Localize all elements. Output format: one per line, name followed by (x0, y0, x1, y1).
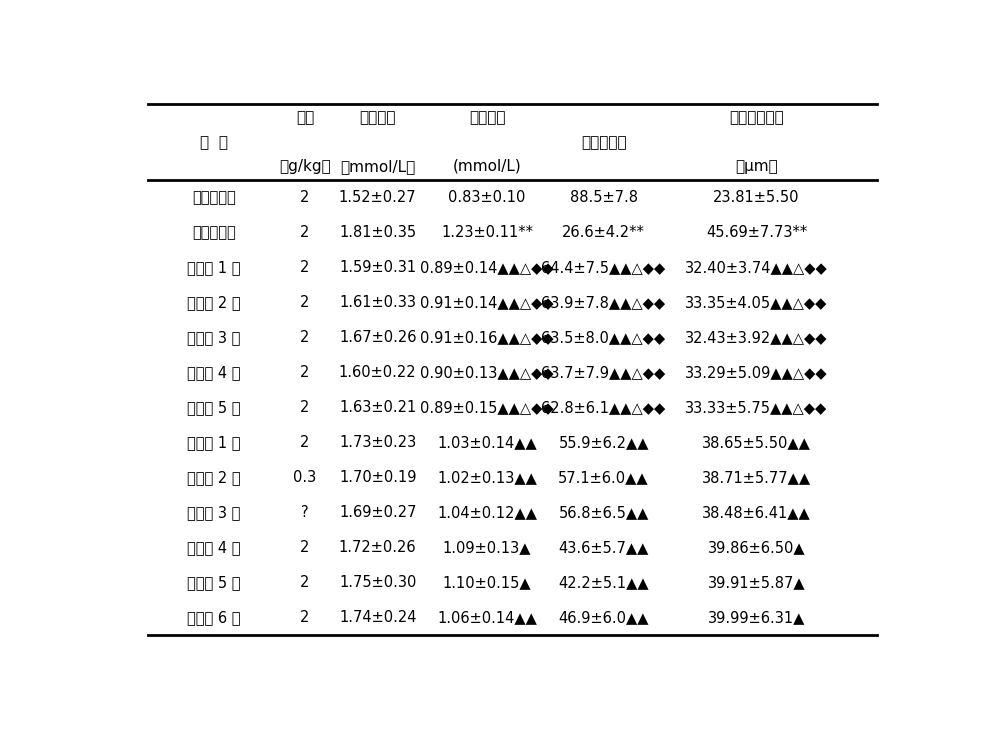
Text: 2: 2 (300, 574, 310, 590)
Text: 对比例 3 组: 对比例 3 组 (187, 505, 241, 520)
Text: 剂量: 剂量 (296, 111, 314, 125)
Text: 1.74±0.24: 1.74±0.24 (339, 609, 416, 625)
Text: 64.4±7.5▲▲△◆◆: 64.4±7.5▲▲△◆◆ (541, 260, 666, 275)
Text: 39.91±5.87▲: 39.91±5.87▲ (708, 574, 805, 590)
Text: 38.65±5.50▲▲: 38.65±5.50▲▲ (702, 435, 811, 450)
Text: 2: 2 (300, 225, 310, 240)
Text: 2: 2 (300, 540, 310, 555)
Text: 46.9±6.0▲▲: 46.9±6.0▲▲ (558, 609, 649, 625)
Text: 对比例 4 组: 对比例 4 组 (187, 540, 241, 555)
Text: 2: 2 (300, 365, 310, 380)
Text: 对比例 1 组: 对比例 1 组 (187, 435, 241, 450)
Text: 38.71±5.77▲▲: 38.71±5.77▲▲ (702, 470, 811, 485)
Text: 1.67±0.26: 1.67±0.26 (339, 330, 416, 345)
Text: （μm）: （μm） (735, 159, 778, 174)
Text: 1.63±0.21: 1.63±0.21 (339, 400, 416, 415)
Text: 1.02±0.13▲▲: 1.02±0.13▲▲ (437, 470, 537, 485)
Text: 实施例 5 组: 实施例 5 组 (187, 400, 241, 415)
Text: 脂肪细胞数: 脂肪细胞数 (581, 135, 626, 149)
Text: 0.89±0.14▲▲△◆◆: 0.89±0.14▲▲△◆◆ (420, 260, 554, 275)
Text: 63.9±7.8▲▲△◆◆: 63.9±7.8▲▲△◆◆ (542, 295, 666, 310)
Text: 39.86±6.50▲: 39.86±6.50▲ (708, 540, 805, 555)
Text: 对比例 6 组: 对比例 6 组 (187, 609, 241, 625)
Text: 42.2±5.1▲▲: 42.2±5.1▲▲ (558, 574, 649, 590)
Text: 62.8±6.1▲▲△◆◆: 62.8±6.1▲▲△◆◆ (541, 400, 666, 415)
Text: 57.1±6.0▲▲: 57.1±6.0▲▲ (558, 470, 649, 485)
Text: 88.5±7.8: 88.5±7.8 (570, 190, 638, 205)
Text: 组  别: 组 别 (200, 135, 228, 149)
Text: ?: ? (301, 505, 309, 520)
Text: 63.7±7.9▲▲△◆◆: 63.7±7.9▲▲△◆◆ (541, 365, 666, 380)
Text: 32.43±3.92▲▲△◆◆: 32.43±3.92▲▲△◆◆ (685, 330, 828, 345)
Text: 1.03±0.14▲▲: 1.03±0.14▲▲ (437, 435, 537, 450)
Text: 脂肪细胞大小: 脂肪细胞大小 (729, 111, 784, 125)
Text: 26.6±4.2**: 26.6±4.2** (562, 225, 645, 240)
Text: 1.06±0.14▲▲: 1.06±0.14▲▲ (437, 609, 537, 625)
Text: 实施例 3 组: 实施例 3 组 (187, 330, 241, 345)
Text: 2: 2 (300, 400, 310, 415)
Text: 43.6±5.7▲▲: 43.6±5.7▲▲ (558, 540, 649, 555)
Text: 1.10±0.15▲: 1.10±0.15▲ (443, 574, 531, 590)
Text: 模型对照组: 模型对照组 (192, 225, 236, 240)
Text: 0.90±0.13▲▲△◆◆: 0.90±0.13▲▲△◆◆ (420, 365, 554, 380)
Text: 0.89±0.15▲▲△◆◆: 0.89±0.15▲▲△◆◆ (420, 400, 554, 415)
Text: 63.5±8.0▲▲△◆◆: 63.5±8.0▲▲△◆◆ (542, 330, 666, 345)
Text: 2: 2 (300, 609, 310, 625)
Text: 对比例 2 组: 对比例 2 组 (187, 470, 241, 485)
Text: 1.09±0.13▲: 1.09±0.13▲ (443, 540, 531, 555)
Text: 33.29±5.09▲▲△◆◆: 33.29±5.09▲▲△◆◆ (685, 365, 828, 380)
Text: 0.91±0.16▲▲△◆◆: 0.91±0.16▲▲△◆◆ (420, 330, 554, 345)
Text: 55.9±6.2▲▲: 55.9±6.2▲▲ (558, 435, 649, 450)
Text: 2: 2 (300, 435, 310, 450)
Text: 32.40±3.74▲▲△◆◆: 32.40±3.74▲▲△◆◆ (685, 260, 828, 275)
Text: 33.35±4.05▲▲△◆◆: 33.35±4.05▲▲△◆◆ (685, 295, 828, 310)
Text: 1.70±0.19: 1.70±0.19 (339, 470, 416, 485)
Text: 1.60±0.22: 1.60±0.22 (339, 365, 417, 380)
Text: 2: 2 (300, 260, 310, 275)
Text: 33.33±5.75▲▲△◆◆: 33.33±5.75▲▲△◆◆ (685, 400, 828, 415)
Text: 1.75±0.30: 1.75±0.30 (339, 574, 416, 590)
Text: 1.59±0.31: 1.59±0.31 (339, 260, 416, 275)
Text: 2: 2 (300, 295, 310, 310)
Text: 甘油三酯: 甘油三酯 (469, 111, 505, 125)
Text: 实施例 2 组: 实施例 2 组 (187, 295, 241, 310)
Text: 45.69±7.73**: 45.69±7.73** (706, 225, 807, 240)
Text: 1.69±0.27: 1.69±0.27 (339, 505, 416, 520)
Text: 1.61±0.33: 1.61±0.33 (339, 295, 416, 310)
Text: 实施例 4 组: 实施例 4 组 (187, 365, 241, 380)
Text: 2: 2 (300, 330, 310, 345)
Text: 对比例 5 组: 对比例 5 组 (187, 574, 241, 590)
Text: 0.3: 0.3 (293, 470, 317, 485)
Text: 1.52±0.27: 1.52±0.27 (339, 190, 417, 205)
Text: 总胆固醇: 总胆固醇 (359, 111, 396, 125)
Text: 1.23±0.11**: 1.23±0.11** (441, 225, 533, 240)
Text: 2: 2 (300, 190, 310, 205)
Text: 56.8±6.5▲▲: 56.8±6.5▲▲ (558, 505, 649, 520)
Text: 正常对照组: 正常对照组 (192, 190, 236, 205)
Text: （g/kg）: （g/kg） (279, 159, 331, 174)
Text: 1.04±0.12▲▲: 1.04±0.12▲▲ (437, 505, 537, 520)
Text: 1.72±0.26: 1.72±0.26 (339, 540, 417, 555)
Text: 1.81±0.35: 1.81±0.35 (339, 225, 416, 240)
Text: (mmol/L): (mmol/L) (453, 159, 521, 174)
Text: 1.73±0.23: 1.73±0.23 (339, 435, 416, 450)
Text: 23.81±5.50: 23.81±5.50 (713, 190, 800, 205)
Text: 0.91±0.14▲▲△◆◆: 0.91±0.14▲▲△◆◆ (420, 295, 554, 310)
Text: 0.83±0.10: 0.83±0.10 (448, 190, 526, 205)
Text: 实施例 1 组: 实施例 1 组 (187, 260, 241, 275)
Text: （mmol/L）: （mmol/L） (340, 159, 415, 174)
Text: 38.48±6.41▲▲: 38.48±6.41▲▲ (702, 505, 811, 520)
Text: 39.99±6.31▲: 39.99±6.31▲ (708, 609, 805, 625)
